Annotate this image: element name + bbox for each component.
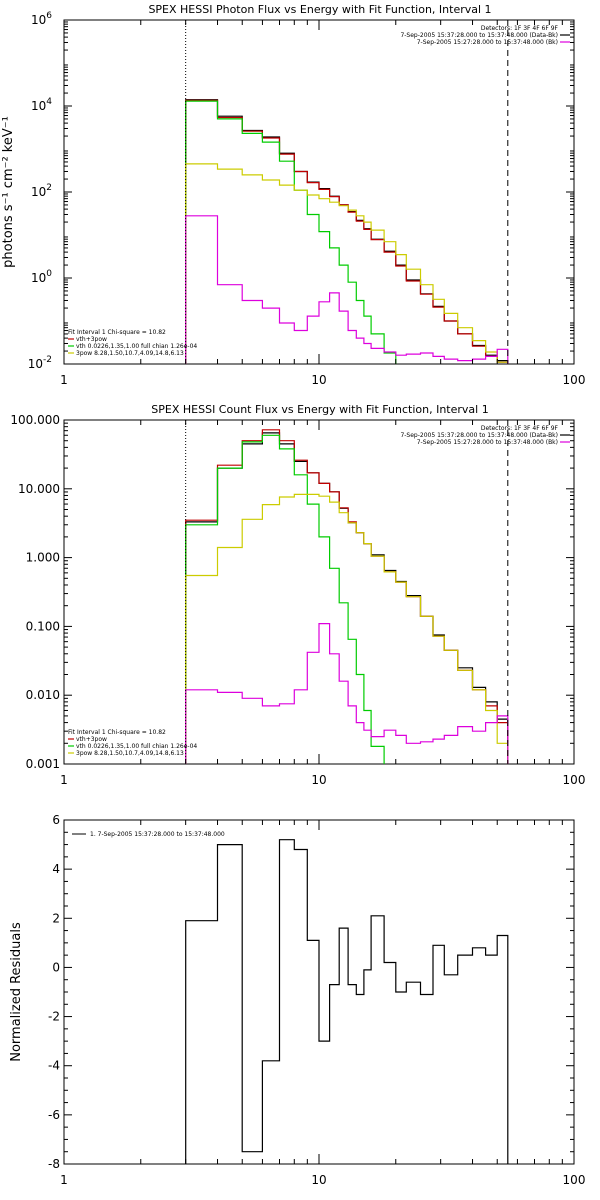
detector-annotation: 7-Sep-2005 15:27:28.000 to 15:37:48.000 … <box>417 39 558 46</box>
x-tick-label: 1 <box>60 1173 68 1187</box>
detector-annotation: Detectors: 1F 3F 4F 6F 9F <box>481 25 559 32</box>
panel-3-y-axis-label: Normalized Residuals <box>9 922 24 1062</box>
series-3pow-line <box>185 163 509 364</box>
detector-annotation: 7-Sep-2005 15:27:28.000 to 15:37:48.000 … <box>417 439 558 446</box>
series-residuals-line <box>185 839 509 1164</box>
series-bk-line <box>185 215 509 364</box>
y-tick-label: 0.010 <box>26 688 60 702</box>
y-tick-label: -4 <box>48 1059 60 1073</box>
fit-legend-entry: Fit Interval 1 Chi-square = 10.82 <box>68 729 166 736</box>
y-tick-label: 10-2 <box>28 355 52 371</box>
panel-2-title: SPEX HESSI Count Flux vs Energy with Fit… <box>151 403 488 416</box>
detector-annotation: 7-Sep-2005 15:37:28.000 to 15:37:48.000 … <box>400 432 558 439</box>
x-tick-label: 100 <box>563 373 586 387</box>
fit-legend-entry: vth+3pow <box>76 736 107 743</box>
y-tick-label: 100.000 <box>10 413 60 427</box>
y-tick-label: 1.000 <box>26 551 60 565</box>
x-tick-label: 10 <box>311 1173 326 1187</box>
panel-1-y-axis-label: photons s⁻¹ cm⁻² keV⁻¹ <box>1 116 16 268</box>
series-vth-3pow-line <box>185 429 509 764</box>
panel-1-title: SPEX HESSI Photon Flux vs Energy with Fi… <box>148 3 491 16</box>
fit-legend-entry: Fit Interval 1 Chi-square = 10.82 <box>68 329 166 336</box>
series-vth-3pow-line <box>185 99 509 364</box>
fit-legend-entry: 3pow 8.28,1.50,10.7,4.09,14.8,6.13 <box>76 350 184 357</box>
series-bk-line <box>185 623 509 764</box>
y-tick-label: -8 <box>48 1157 60 1171</box>
y-tick-label: 0 <box>52 960 60 974</box>
x-tick-label: 10 <box>311 373 326 387</box>
y-tick-label: 10.000 <box>18 482 60 496</box>
y-tick-label: 6 <box>52 813 60 827</box>
series-vth-line <box>185 434 385 764</box>
y-tick-label: -6 <box>48 1108 60 1122</box>
y-tick-label: 104 <box>31 97 52 113</box>
count-flux-panel: SPEX HESSI Count Flux vs Energy with Fit… <box>10 403 585 787</box>
y-tick-label: 4 <box>52 862 60 876</box>
y-tick-label: 102 <box>31 183 52 199</box>
y-tick-label: 106 <box>31 11 52 27</box>
y-tick-label: 0.100 <box>26 619 60 633</box>
x-tick-label: 10 <box>311 773 326 787</box>
residuals-panel: -8 -6 -4 -2 0 2 4 6 1 10 100 1. 7-Sep-2005 15:37:… <box>9 813 585 1187</box>
detector-annotation: 7-Sep-2005 15:37:28.000 to 15:37:48.000 … <box>400 32 558 39</box>
fit-legend-entry: 3pow 8.28,1.50,10.7,4.09,14.8,6.13 <box>76 750 184 757</box>
fit-legend-entry: vth 0.0226,1.35,1.00 full chian 1.26e-04 <box>76 743 197 750</box>
x-tick-label: 100 <box>563 773 586 787</box>
series-3pow-line <box>185 493 509 764</box>
fit-legend-entry: vth+3pow <box>76 336 107 343</box>
x-tick-label: 1 <box>60 773 68 787</box>
y-tick-label: 2 <box>52 911 60 925</box>
y-tick-label: -2 <box>48 1010 60 1024</box>
x-tick-label: 1 <box>60 373 68 387</box>
residual-legend: 1. 7-Sep-2005 15:37:28.000 to 15:37:48.0… <box>90 831 225 838</box>
fit-legend-entry: vth 0.0226,1.35,1.00 full chian 1.26e-04 <box>76 343 197 350</box>
photon-flux-panel: SPEX HESSI Photon Flux vs Energy with Fi… <box>1 3 585 387</box>
x-tick-label: 100 <box>563 1173 586 1187</box>
y-tick-label: 100 <box>31 269 52 285</box>
detector-annotation: Detectors: 1F 3F 4F 6F 9F <box>481 425 559 432</box>
series-data-bk-line <box>185 432 509 764</box>
y-tick-label: 0.001 <box>26 757 60 771</box>
series-vth-line <box>185 100 397 364</box>
